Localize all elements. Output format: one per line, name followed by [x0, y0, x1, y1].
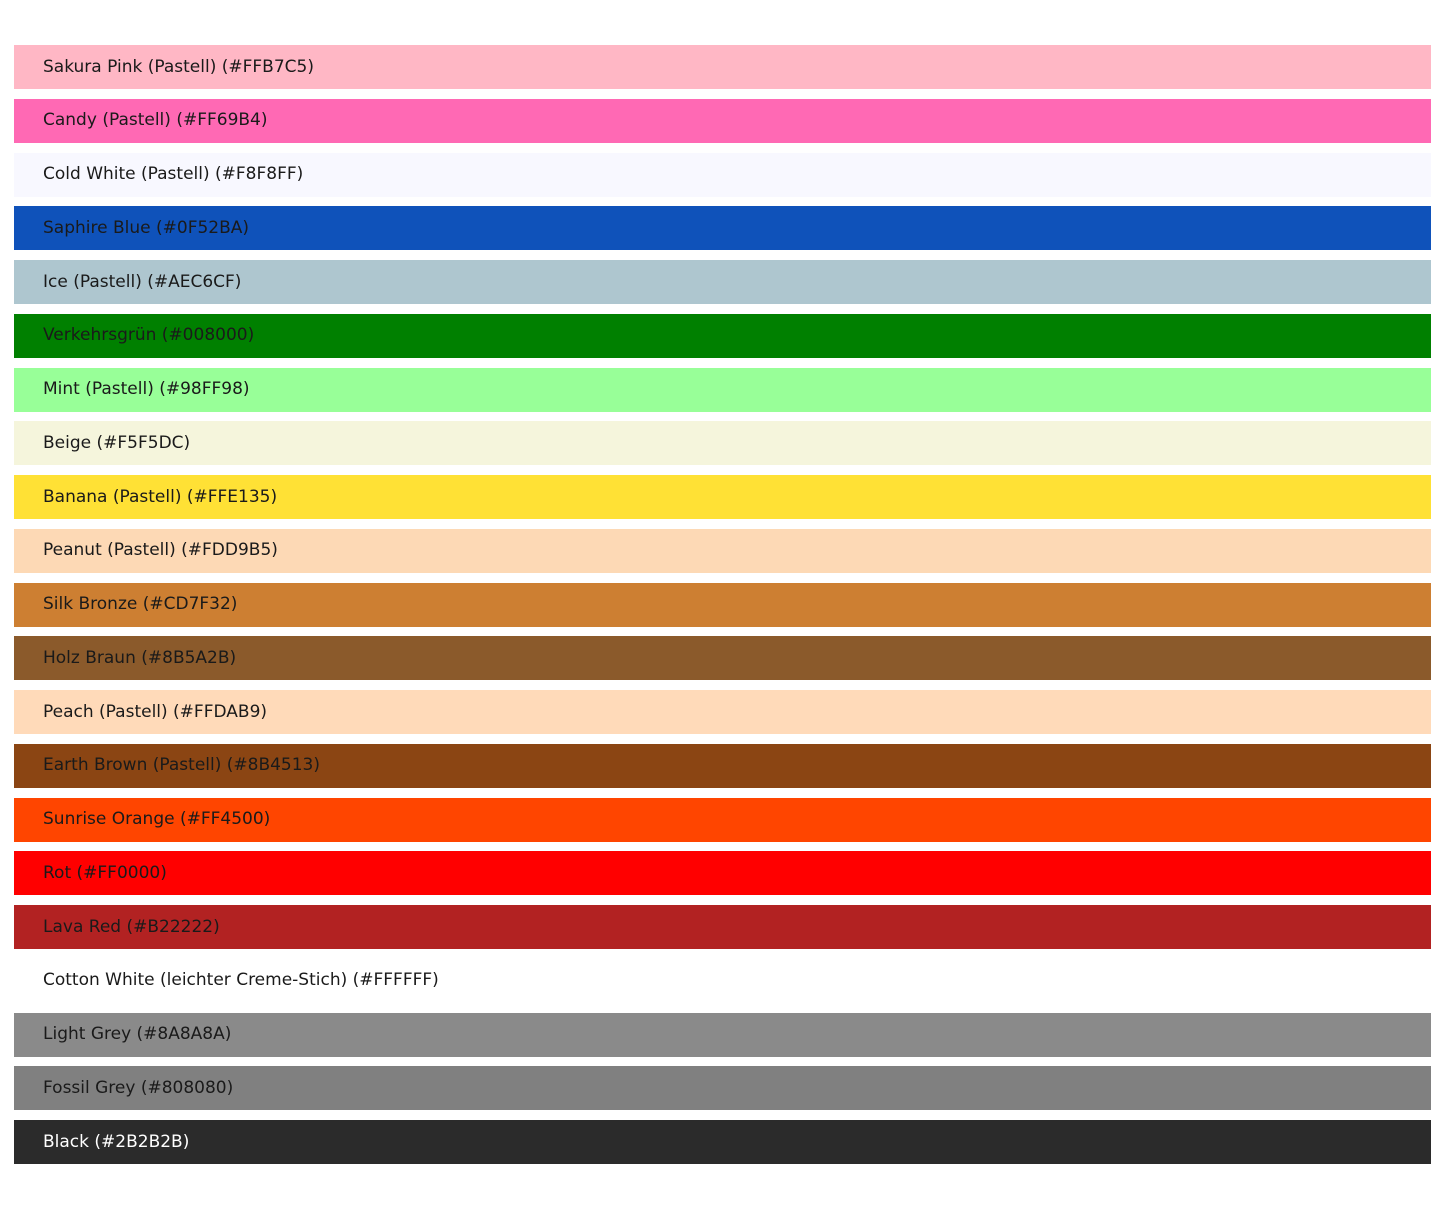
- color-swatch-row: Sunrise Orange (#FF4500): [14, 797, 1431, 842]
- swatch-label: Light Grey (#8A8A8A): [43, 1024, 232, 1044]
- color-swatch-row: Saphire Blue (#0F52BA): [14, 206, 1431, 251]
- color-swatch-row: Peanut (Pastell) (#FDD9B5): [14, 528, 1431, 573]
- color-swatch-row: Candy (Pastell) (#FF69B4): [14, 98, 1431, 143]
- swatch-label: Peach (Pastell) (#FFDAB9): [43, 701, 268, 722]
- color-swatch-row: Silk Bronze (#CD7F32): [14, 582, 1431, 627]
- color-swatch-row: Fossil Grey (#808080): [14, 1066, 1431, 1111]
- swatch-label: Saphire Blue (#0F52BA): [43, 217, 250, 238]
- color-swatch-row: Holz Braun (#8B5A2B): [14, 636, 1431, 681]
- color-swatch-row: Lava Red (#B22222): [14, 905, 1431, 949]
- swatch-label: Sunrise Orange (#FF4500): [43, 809, 271, 829]
- swatch-label: Lava Red (#B22222): [43, 916, 220, 937]
- color-swatch-row: Banana (Pastell) (#FFE135): [14, 475, 1431, 519]
- swatch-label: Black (#2B2B2B): [43, 1131, 190, 1152]
- color-swatch-row: Peach (Pastell) (#FFDAB9): [14, 690, 1431, 734]
- swatch-label: Earth Brown (Pastell) (#8B4513): [43, 755, 321, 776]
- color-swatch-row: Sakura Pink (Pastell) (#FFB7C5): [14, 45, 1431, 89]
- color-palette-list: Sakura Pink (Pastell) (#FFB7C5) Candy (P…: [14, 45, 1431, 1164]
- color-swatch-row: Beige (#F5F5DC): [14, 421, 1431, 466]
- swatch-label: Mint (Pastell) (#98FF98): [43, 379, 250, 399]
- swatch-label: Rot (#FF0000): [43, 862, 167, 883]
- swatch-label: Cotton White (leichter Creme-Stich) (#FF…: [43, 970, 439, 991]
- color-swatch-row: Cotton White (leichter Creme-Stich) (#FF…: [14, 958, 1431, 1003]
- color-swatch-row: Cold White (Pastell) (#F8F8FF): [14, 152, 1431, 197]
- swatch-label: Silk Bronze (#CD7F32): [43, 594, 238, 614]
- color-swatch-row: Black (#2B2B2B): [14, 1120, 1431, 1164]
- swatch-label: Banana (Pastell) (#FFE135): [43, 486, 278, 507]
- color-swatch-row: Mint (Pastell) (#98FF98): [14, 367, 1431, 412]
- color-swatch-row: Light Grey (#8A8A8A): [14, 1012, 1431, 1057]
- swatch-label: Sakura Pink (Pastell) (#FFB7C5): [43, 56, 314, 77]
- swatch-label: Beige (#F5F5DC): [43, 432, 191, 453]
- swatch-label: Fossil Grey (#808080): [43, 1077, 234, 1098]
- swatch-label: Candy (Pastell) (#FF69B4): [43, 110, 268, 131]
- swatch-label: Ice (Pastell) (#AEC6CF): [43, 271, 242, 292]
- swatch-label: Holz Braun (#8B5A2B): [43, 647, 237, 668]
- color-swatch-row: Verkehrsgrün (#008000): [14, 313, 1431, 358]
- color-swatch-row: Earth Brown (Pastell) (#8B4513): [14, 743, 1431, 788]
- swatch-label: Peanut (Pastell) (#FDD9B5): [43, 540, 278, 561]
- swatch-label: Verkehrsgrün (#008000): [43, 325, 255, 346]
- color-swatch-row: Ice (Pastell) (#AEC6CF): [14, 260, 1431, 304]
- color-swatch-row: Rot (#FF0000): [14, 851, 1431, 896]
- swatch-label: Cold White (Pastell) (#F8F8FF): [43, 164, 304, 184]
